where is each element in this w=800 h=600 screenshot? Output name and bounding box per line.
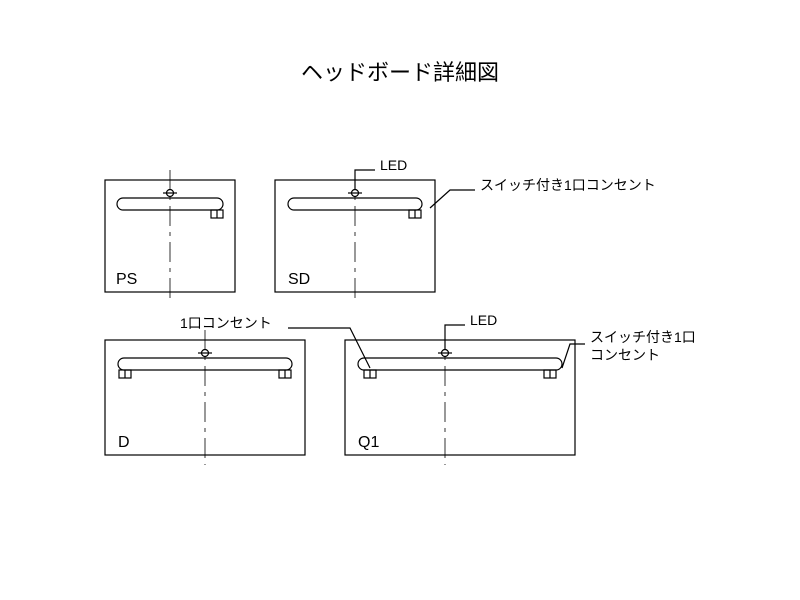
outlet-icon: [544, 370, 556, 378]
panel-label: Q1: [358, 434, 379, 451]
callout-switch_outlet_bottom2: コンセント: [590, 347, 660, 363]
led-icon: [198, 350, 212, 357]
callout-text: コンセント: [590, 347, 660, 363]
panel-outline: [345, 340, 575, 455]
led-icon: [438, 350, 452, 357]
callout-led_bottom: LED: [445, 312, 497, 350]
callout-outlet1_bottom: 1口コンセント: [180, 315, 370, 368]
panel-slot: [358, 358, 562, 370]
panel-label: D: [118, 434, 130, 451]
panel-label: SD: [288, 271, 310, 288]
callout-text: LED: [380, 157, 407, 173]
callout-text: 1口コンセント: [180, 315, 272, 331]
outlet-icon: [279, 370, 291, 378]
callout-switch_outlet_top: スイッチ付き1口コンセント: [430, 177, 656, 208]
callout-led_top: LED: [355, 157, 407, 190]
outlet-icon: [409, 210, 421, 218]
callout-text: LED: [470, 312, 497, 328]
panel-label: PS: [116, 271, 137, 288]
led-icon: [163, 190, 177, 197]
led-icon: [348, 190, 362, 197]
panel-ps: PS: [105, 170, 235, 302]
outlet-icon: [211, 210, 223, 218]
panel-d: D: [105, 330, 305, 465]
callout-text: スイッチ付き1口: [590, 329, 696, 345]
callout-leader: [562, 344, 585, 368]
outlet-icon: [119, 370, 131, 378]
outlet-icon: [364, 370, 376, 378]
callout-text: スイッチ付き1口コンセント: [480, 177, 656, 193]
callout-leader: [430, 190, 475, 208]
diagram-title: ヘッドボード詳細図: [301, 60, 499, 85]
panel-q1: Q1: [345, 330, 575, 465]
callout-leader: [445, 325, 465, 350]
